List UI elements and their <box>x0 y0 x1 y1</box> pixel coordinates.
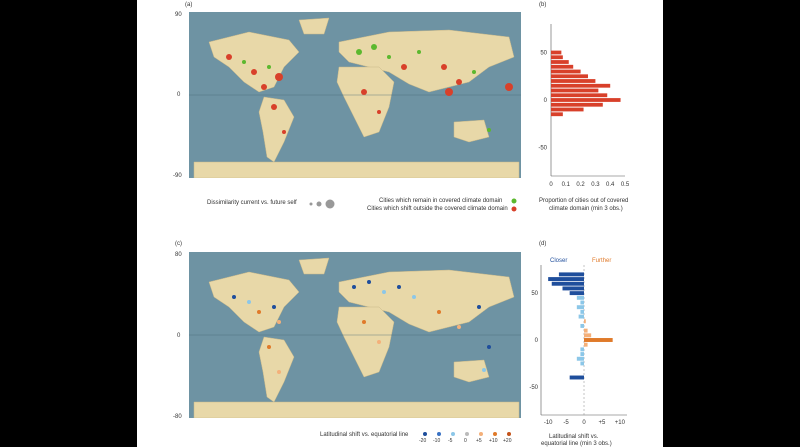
chart-b-bar <box>551 88 599 93</box>
world-map-a <box>189 12 521 178</box>
chart-b-xtick: 0.2 <box>576 182 585 188</box>
chart-d-bar <box>580 300 584 305</box>
chart-b-bar <box>551 64 574 69</box>
remain-legend-dot <box>511 198 517 204</box>
dissimilarity-size-key <box>309 199 335 209</box>
chart-d-bar <box>584 338 613 342</box>
chart-d-bar <box>576 356 584 361</box>
chart-d-ytick: 0 <box>535 338 539 344</box>
shift-legend-dot <box>511 206 517 212</box>
chart-d-ytick: -50 <box>529 385 538 391</box>
lat-shift-legend-dots <box>423 432 511 436</box>
chart-b-bar <box>551 79 596 83</box>
chart-d-bar <box>569 375 584 380</box>
chart-b: 50 0 -50 0 0.1 0.2 0.3 0.4 0.5 <box>538 24 630 188</box>
chart-b-bar <box>551 112 563 117</box>
city-markers-c <box>232 280 491 374</box>
chart-b-xtick: 0.4 <box>606 182 615 188</box>
chart-d-xtick: -5 <box>563 420 569 426</box>
chart-d-bar <box>584 342 588 347</box>
closer-label: Closer <box>550 258 568 264</box>
chart-d-bar <box>584 333 592 338</box>
chart-b-bar <box>551 50 562 55</box>
chart-b-bar <box>551 107 584 112</box>
chart-d-bar <box>580 352 584 357</box>
chart-b-xtick: 0.1 <box>562 182 571 188</box>
chart-d-bar <box>558 272 584 277</box>
chart-b-xtick: 0.3 <box>591 182 600 188</box>
chart-b-ytick: 50 <box>540 51 547 57</box>
remain-legend-label: Cities which remain in covered climate d… <box>379 198 503 204</box>
panel-b-label: (b) <box>539 2 547 8</box>
chart-d-xlabel-1: Latitudinal shift vs. <box>549 434 599 440</box>
lat-shift-legend-title: Latitudinal shift vs. equatorial line <box>320 432 409 438</box>
dissimilarity-label: Dissimilarity current vs. future self <box>207 200 297 206</box>
chart-d: 500-50-10 -5 0 +5 +10 <box>529 265 627 426</box>
chart-d-bar <box>580 361 584 366</box>
map-a-ytick-bottom: -90 <box>173 173 182 179</box>
further-label: Further <box>592 258 612 264</box>
chart-d-xtick: +5 <box>598 420 606 426</box>
chart-d-bar <box>578 314 584 319</box>
chart-b-bar <box>551 55 563 60</box>
chart-b-bar <box>551 98 621 102</box>
lat-shift-legend-values: -20 -10 -5 0 +5 +10 +20 <box>419 438 512 444</box>
chart-b-xtick: 0.5 <box>621 182 630 188</box>
map-c-ytick-bottom: -80 <box>173 414 182 420</box>
chart-d-xtick: -10 <box>544 420 553 426</box>
panel-a-label: (a) <box>185 2 193 8</box>
chart-d-bar <box>580 309 584 314</box>
chart-d-xtick: +10 <box>615 420 626 426</box>
chart-b-bar <box>551 83 611 88</box>
panel-d-label: (d) <box>539 241 547 247</box>
chart-b-ytick: -50 <box>538 146 547 152</box>
chart-b-ytick: 0 <box>544 98 548 104</box>
figure-page: (a) 90 0 -90 Dissimilarity <box>137 0 663 447</box>
chart-d-xlabel-2: equatorial line (min 3 obs.) <box>541 441 612 447</box>
chart-d-bar <box>584 319 586 324</box>
chart-d-xtick: 0 <box>582 420 586 426</box>
chart-b-bar <box>551 102 603 107</box>
chart-b-bar <box>551 60 569 64</box>
map-c-ytick-top: 80 <box>175 252 182 258</box>
chart-b-bar <box>551 74 588 79</box>
chart-d-bar <box>576 295 584 300</box>
chart-d-bar <box>548 277 584 282</box>
chart-d-bar <box>551 281 584 286</box>
chart-b-bar <box>551 93 608 98</box>
chart-b-bar <box>551 69 581 74</box>
shift-legend-label: Cities which shift outside the covered c… <box>367 206 508 212</box>
chart-d-bar <box>569 291 584 296</box>
chart-b-xlabel-1: Proportion of cities out of covered <box>539 198 629 204</box>
map-a-ytick-top: 90 <box>175 12 182 18</box>
chart-d-bar <box>584 328 588 333</box>
map-a-ytick-zero: 0 <box>177 92 181 98</box>
chart-d-bar <box>562 286 584 291</box>
chart-b-xlabel-2: climate domain (min 3 obs.) <box>549 206 623 212</box>
city-markers-a <box>226 44 513 134</box>
chart-b-xtick: 0 <box>549 182 553 188</box>
chart-d-ytick: 50 <box>531 291 538 297</box>
chart-d-bar <box>576 305 584 310</box>
world-map-c <box>189 252 521 418</box>
panel-c-label: (c) <box>175 241 182 247</box>
chart-d-bar <box>580 323 584 328</box>
chart-d-bar <box>580 347 584 352</box>
map-c-ytick-zero: 0 <box>177 333 181 339</box>
